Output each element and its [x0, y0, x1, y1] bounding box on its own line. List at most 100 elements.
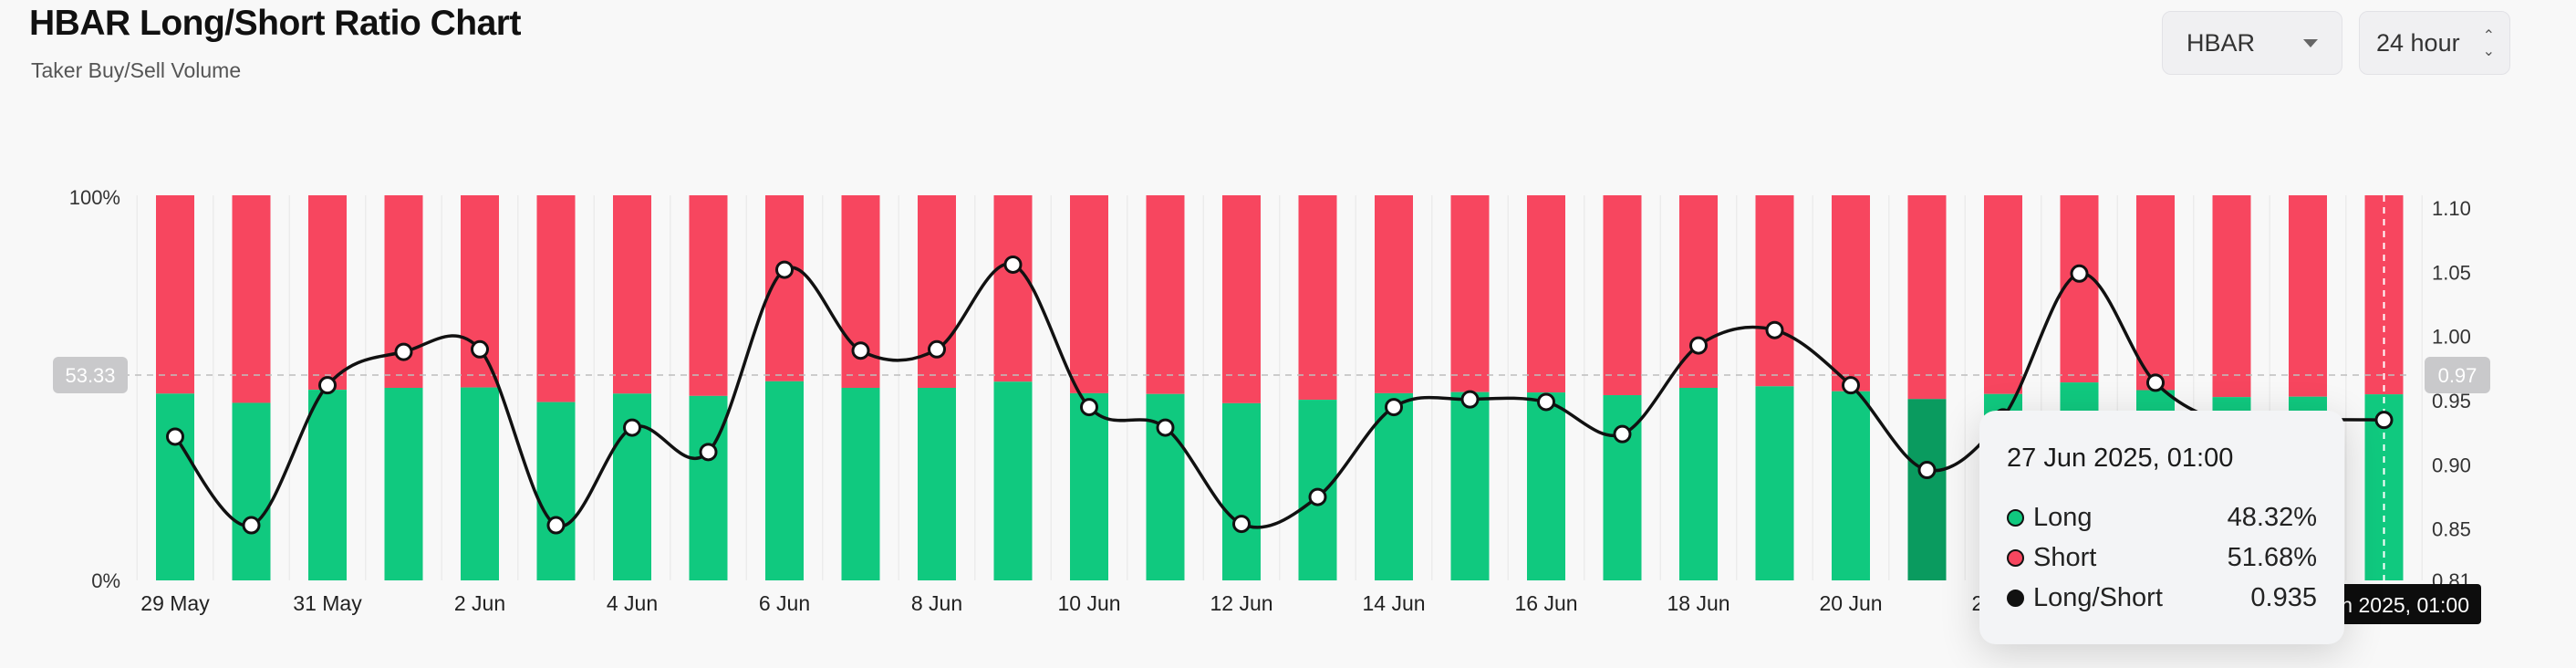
ratio-point [1689, 336, 1708, 355]
crosshair-date-label: 27 Jun 2025, 01:00 [2290, 593, 2469, 617]
x-tick-label: 20 Jun [1819, 591, 1882, 615]
ratio-point [242, 516, 261, 535]
ratio-point [623, 418, 641, 437]
x-tick-label: 12 Jun [1210, 591, 1272, 615]
ratio-point [318, 376, 337, 395]
asset-select[interactable]: HBAR [2162, 11, 2342, 75]
ratio-point [928, 339, 946, 359]
ratio-point [2070, 264, 2089, 283]
short-bar [2136, 195, 2175, 391]
short-bar [613, 195, 651, 394]
short-bar [1907, 195, 1947, 400]
tooltip-date: 27 Jun 2025, 01:00 [2007, 444, 2234, 473]
short-dot-icon [2007, 548, 2024, 567]
ratio-point [394, 342, 413, 361]
period-select[interactable]: 24 hour ⌃ ⌄ [2359, 11, 2510, 75]
ratio-point [1917, 461, 1937, 480]
short-bar [1832, 195, 1870, 391]
long-bar [1375, 392, 1413, 580]
long-bar [1679, 388, 1718, 580]
long-bar [308, 390, 347, 580]
long-bar [461, 387, 499, 580]
chevron-up-down-icon: ⌃ ⌄ [2482, 28, 2495, 59]
short-bar [1375, 195, 1413, 393]
short-bar [1527, 195, 1565, 393]
long-bar [993, 381, 1033, 580]
ratio-dot-icon [2007, 589, 2024, 607]
long-bar [232, 402, 271, 580]
short-bar [1984, 195, 2022, 394]
crosshair-date-badge [2335, 584, 2481, 624]
ratio-point [546, 516, 566, 535]
ratio-point [775, 260, 794, 279]
short-bar [2212, 195, 2251, 398]
ratio-point [1308, 487, 1327, 506]
chart-tooltip: 27 Jun 2025, 01:00 [1979, 411, 2344, 644]
long-bar [1070, 392, 1108, 580]
x-tick-label: 29 May [140, 591, 210, 615]
x-tick-label: 16 Jun [1514, 591, 1577, 615]
tooltip-row-ratio: Long/Short 0.935 [2007, 580, 2317, 615]
short-bar [1070, 195, 1108, 393]
short-bar [918, 195, 956, 388]
short-bar [1450, 195, 1490, 392]
short-bar [536, 195, 576, 402]
left-marker-badge [53, 356, 128, 393]
long-bar [841, 388, 880, 580]
y-left-tick-label: 100% [69, 186, 120, 209]
page-subtitle: Taker Buy/Sell Volume [31, 58, 242, 82]
long-bar [1222, 402, 1261, 580]
long-bar [918, 388, 956, 580]
long-bar [536, 402, 576, 580]
y-right-tick-label: 0.90 [2432, 454, 2471, 476]
tooltip-row-long: Long 48.32% [2007, 500, 2317, 535]
ratio-point [1613, 424, 1632, 444]
tooltip-ratio-value: 0.935 [2250, 582, 2317, 612]
x-tick-label: 14 Jun [1362, 591, 1425, 615]
long-bar [1832, 391, 1870, 580]
left-marker-label: 53.33 [65, 364, 115, 387]
y-right-tick-label: 1.05 [2432, 261, 2471, 284]
short-bar [1603, 195, 1642, 396]
long-dot-icon [2007, 508, 2024, 527]
short-bar [156, 195, 194, 394]
short-bar [1146, 195, 1185, 394]
y-right-tick-label: 0.85 [2432, 518, 2471, 541]
ratio-point [1385, 398, 1403, 417]
x-tick-label: 2 Jun [454, 591, 505, 615]
x-tick-label: 8 Jun [911, 591, 962, 615]
long-bar [1755, 386, 1794, 580]
period-select-value: 24 hour [2376, 28, 2460, 57]
long-bar [1527, 392, 1565, 580]
y-left-tick-label: 0% [91, 569, 120, 592]
long-bar [384, 388, 423, 580]
long-bar [156, 393, 194, 580]
short-bar [993, 195, 1033, 382]
tooltip-ratio-label: Long/Short [2033, 582, 2163, 612]
right-marker-badge [2425, 356, 2490, 393]
short-bar [2060, 195, 2099, 383]
caret-down-icon [2303, 39, 2318, 47]
asset-select-value: HBAR [2186, 28, 2256, 57]
tooltip-short-value: 51.68% [2227, 542, 2317, 572]
short-bar [1298, 195, 1337, 401]
right-marker-label: 0.97 [2438, 364, 2477, 387]
page-title: HBAR Long/Short Ratio Chart [29, 4, 521, 43]
ratio-point [1232, 515, 1251, 534]
ratio-point [1003, 255, 1023, 274]
long-bar [689, 395, 728, 580]
short-bar [232, 195, 271, 403]
ratio-point [851, 341, 870, 360]
ratio-point [166, 427, 184, 446]
y-right-tick-label: 0.95 [2432, 390, 2471, 412]
tooltip-long-value: 48.32% [2227, 502, 2317, 532]
y-right-tick-label: 1.10 [2432, 197, 2471, 220]
ratio-point [1156, 418, 1175, 437]
ratio-point [1537, 392, 1555, 412]
ratio-point [1842, 376, 1860, 395]
short-bar [689, 195, 728, 396]
short-bar [2289, 195, 2327, 397]
x-tick-label: 18 Jun [1667, 591, 1729, 615]
x-tick-label: 4 Jun [607, 591, 658, 615]
x-tick-label: 31 May [293, 591, 362, 615]
